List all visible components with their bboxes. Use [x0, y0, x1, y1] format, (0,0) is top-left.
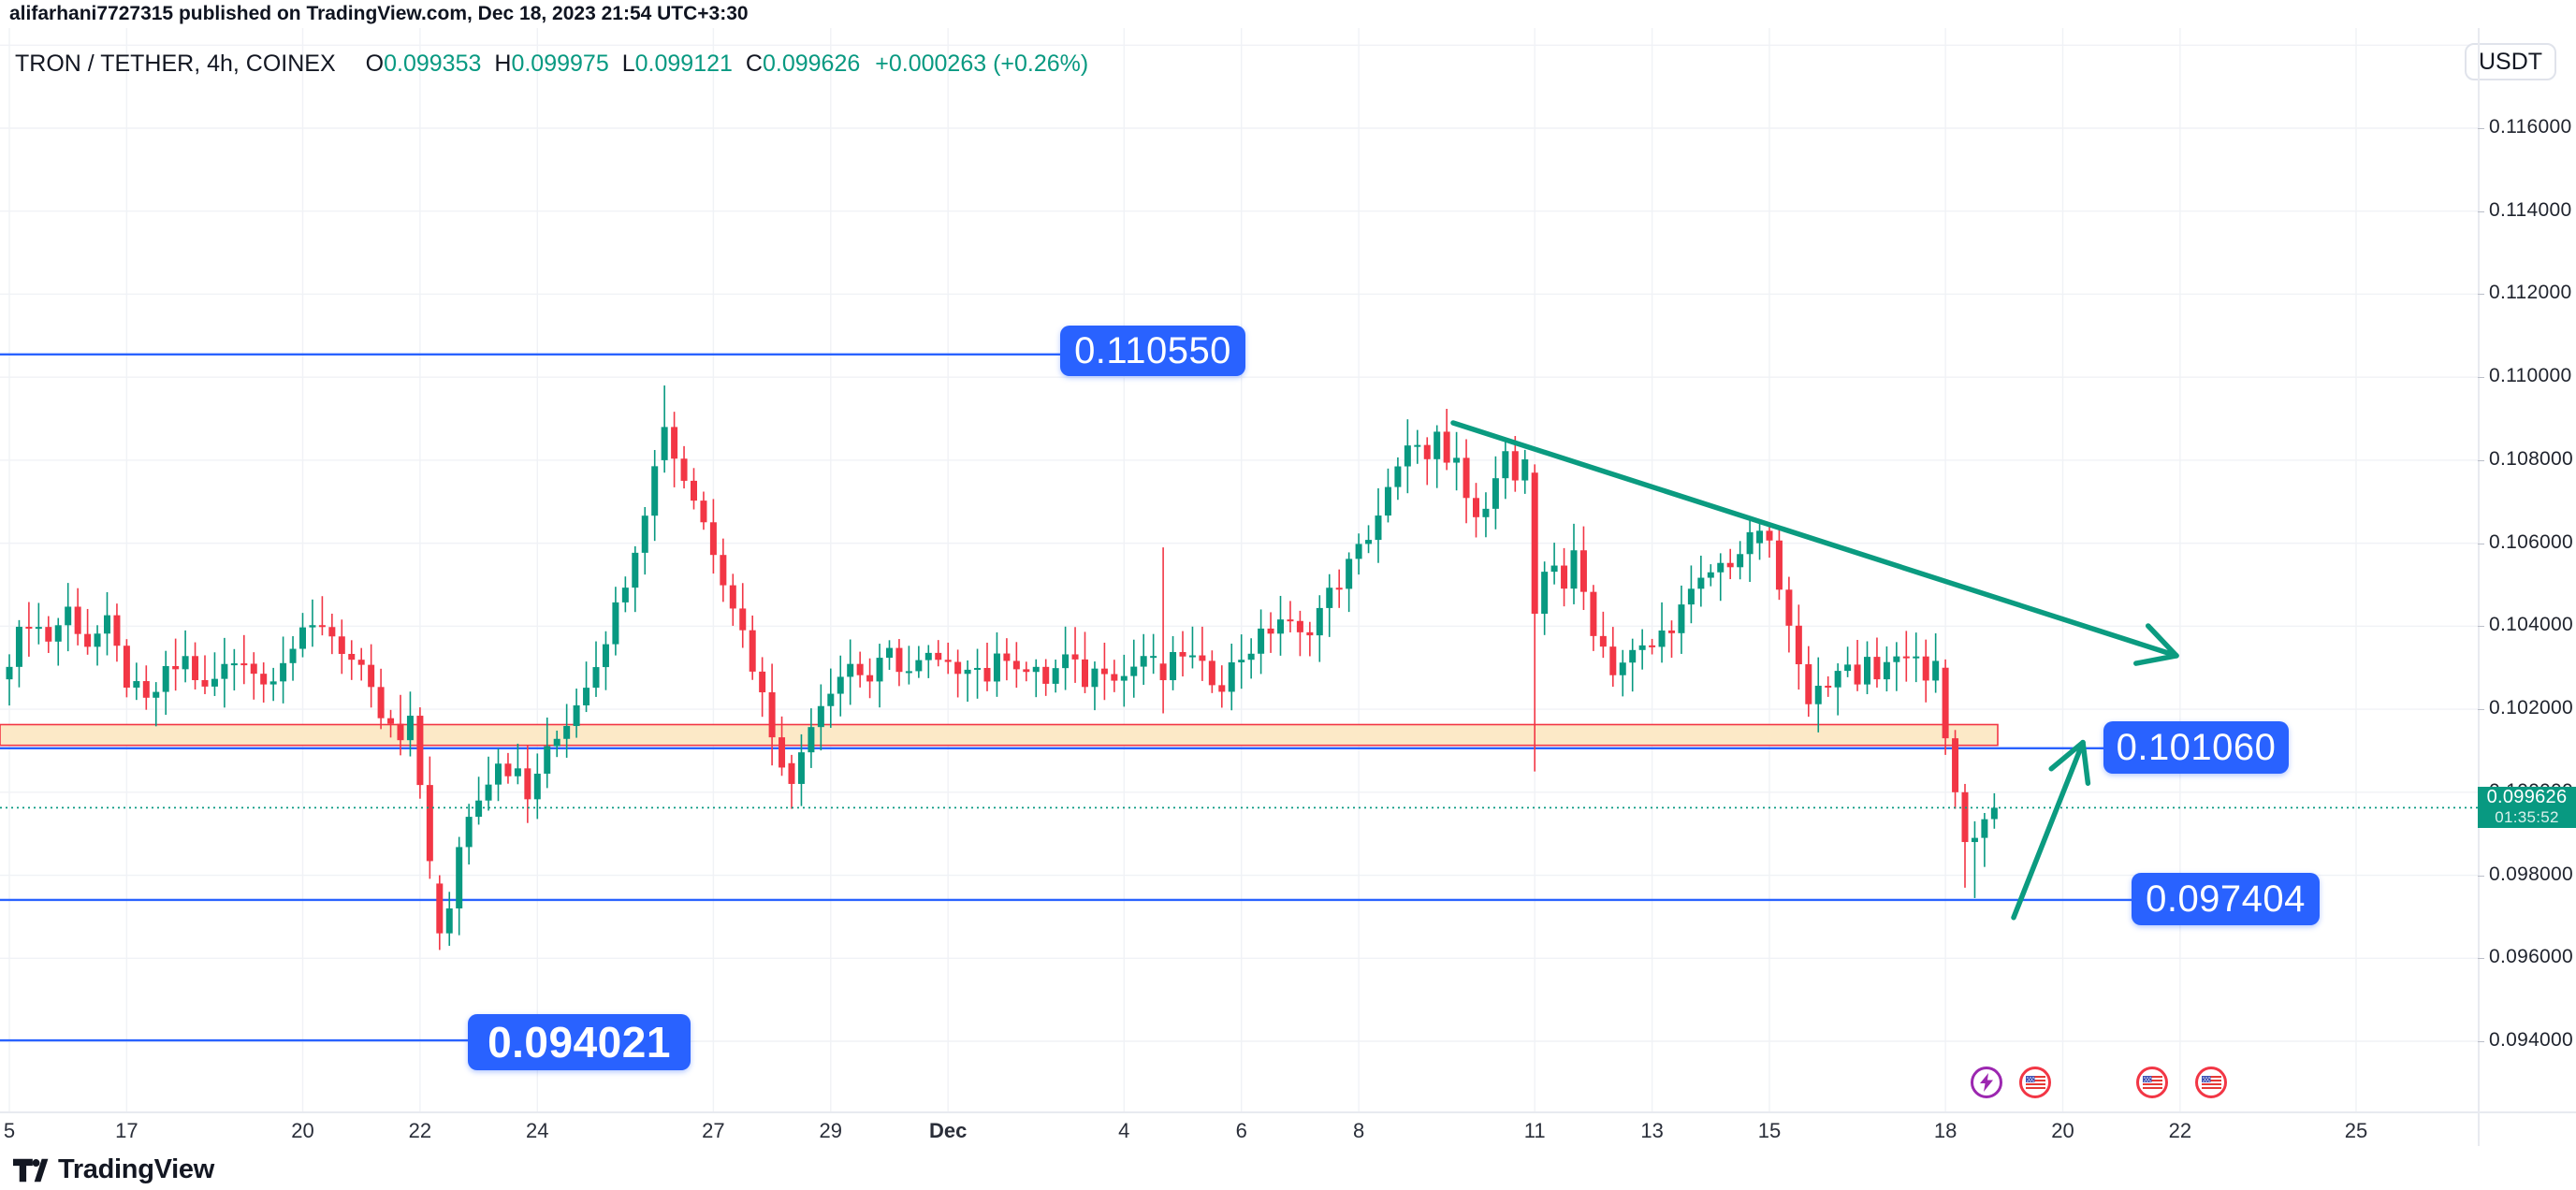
price-axis-tick: [2478, 294, 2484, 296]
currency-toggle-button[interactable]: USDT: [2465, 43, 2556, 80]
grid-layer: [0, 28, 2478, 1111]
price-level-label[interactable]: 0.094021: [468, 1014, 691, 1070]
time-axis-label: 22: [408, 1119, 432, 1142]
price-axis-label: 0.108000: [2489, 447, 2573, 470]
price-axis-tick: [2478, 1041, 2484, 1042]
candle-countdown: 01:35:52: [2495, 808, 2559, 827]
price-axis-label: 0.104000: [2489, 614, 2573, 636]
price-level-label[interactable]: 0.101060: [2103, 721, 2289, 774]
time-axis-label: 24: [526, 1119, 549, 1142]
last-price-value: 0.099626: [2486, 787, 2568, 808]
time-axis-label: 25: [2344, 1119, 2368, 1142]
tradingview-brand-link[interactable]: TradingView: [13, 1154, 214, 1185]
price-axis-tick: [2478, 210, 2484, 212]
time-axis-label: 5: [3, 1119, 16, 1142]
ohlc-low-value: 0.099121: [634, 51, 733, 77]
price-axis-label: 0.114000: [2489, 198, 2572, 221]
price-axis-tick: [2478, 709, 2484, 711]
time-axis-label: 22: [2168, 1119, 2192, 1142]
symbol-title: TRON / TETHER, 4h, COINEX: [15, 51, 336, 77]
ohlc-open-value: 0.099353: [384, 51, 482, 77]
time-axis-label: 20: [291, 1119, 314, 1142]
price-axis-tick: [2478, 958, 2484, 960]
time-axis-label: 6: [1235, 1119, 1247, 1142]
ohlc-close-key: C: [745, 51, 763, 77]
ohlc-open-key: O: [365, 51, 385, 77]
time-axis-label: 11: [1523, 1119, 1546, 1142]
last-price-label: 0.099626 01:35:52: [2478, 787, 2576, 829]
price-axis-tick: [2478, 128, 2484, 129]
ohlc-high-value: 0.099975: [511, 51, 609, 77]
price-level-label[interactable]: 0.097404: [2132, 873, 2320, 925]
time-axis-label: 27: [702, 1119, 725, 1142]
ohlc-low-key: L: [621, 51, 635, 77]
time-axis-label: 8: [1352, 1119, 1365, 1142]
price-axis-border[interactable]: [2478, 28, 2480, 1146]
price-axis-label: 0.112000: [2489, 282, 2572, 304]
lightning-event-icon[interactable]: [1971, 1067, 2002, 1098]
bounce-up-arrow[interactable]: [2011, 739, 2091, 921]
price-axis-label: 0.102000: [2489, 697, 2573, 719]
level-lines-layer[interactable]: [0, 353, 2132, 1042]
time-axis-border[interactable]: [0, 1111, 2576, 1113]
price-axis-label: 0.096000: [2489, 946, 2573, 968]
time-axis-label: Dec: [929, 1119, 968, 1142]
price-axis-label: 0.110000: [2489, 365, 2572, 387]
time-axis-label: 18: [1933, 1119, 1957, 1142]
us-flag-event-icon[interactable]: [2019, 1067, 2051, 1098]
supply-zone[interactable]: [0, 723, 1999, 747]
price-axis-label: 0.116000: [2489, 116, 2572, 138]
us-flag-glyph: [2201, 1076, 2221, 1089]
time-axis-label: 20: [2051, 1119, 2074, 1142]
us-flag-glyph: [2142, 1076, 2162, 1089]
publish-attribution: alifarhani7727315 published on TradingVi…: [9, 3, 749, 24]
price-axis-label: 0.098000: [2489, 863, 2573, 885]
time-axis-label: 4: [1118, 1119, 1130, 1142]
ohlc-high-key: H: [494, 51, 512, 77]
time-axis-label: 29: [819, 1119, 843, 1142]
price-axis-label: 0.094000: [2489, 1029, 2573, 1051]
downtrend-arrow[interactable]: [1450, 420, 2179, 666]
lightning-bolt-glyph: [1980, 1073, 1993, 1092]
us-flag-event-icon[interactable]: [2136, 1067, 2168, 1098]
price-level-label[interactable]: 0.110550: [1060, 326, 1245, 376]
ohlc-close-value: 0.099626: [762, 51, 861, 77]
us-flag-event-icon[interactable]: [2195, 1067, 2227, 1098]
us-flag-glyph: [2025, 1076, 2045, 1089]
price-axis-tick: [2478, 377, 2484, 379]
time-axis-label: 13: [1640, 1119, 1664, 1142]
time-axis-label: 17: [115, 1119, 138, 1142]
price-axis-label: 0.106000: [2489, 530, 2573, 553]
change-value: +0.000263 (+0.26%): [875, 51, 1089, 77]
tradingview-wordmark: TradingView: [58, 1154, 214, 1184]
price-axis-tick: [2478, 459, 2484, 461]
time-axis-label: 15: [1757, 1119, 1782, 1142]
price-axis-tick: [2478, 626, 2484, 628]
candles-layer: [6, 385, 1998, 951]
symbol-legend[interactable]: TRON / TETHER, 4h, COINEX O0.099353 H0.099…: [15, 51, 1088, 78]
tradingview-logo-icon: [13, 1158, 49, 1182]
price-axis-tick: [2478, 875, 2484, 877]
